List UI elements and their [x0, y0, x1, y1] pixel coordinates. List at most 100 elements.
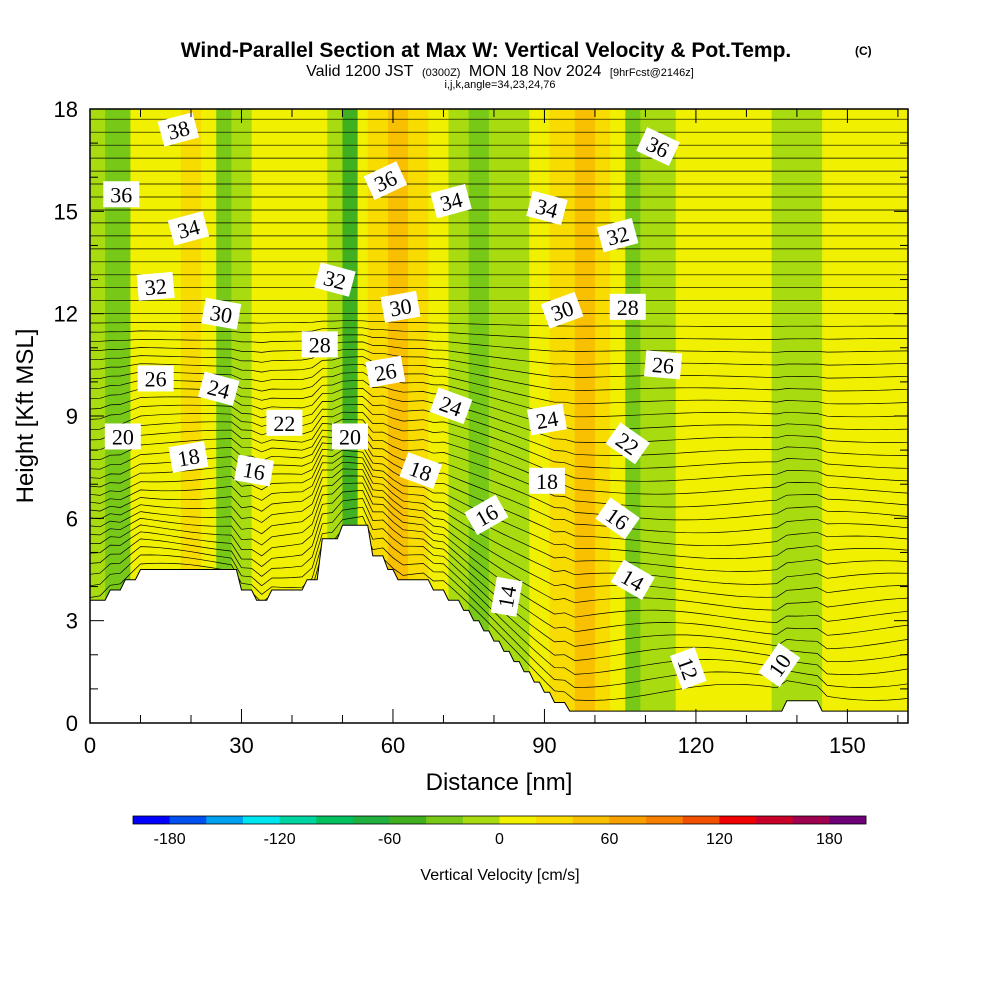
- w-band: [675, 109, 697, 723]
- colorbar-swatch: [242, 816, 280, 824]
- svg-text:18: 18: [176, 443, 202, 471]
- theta-label: 24: [526, 403, 567, 436]
- colorbar-swatch: [279, 816, 317, 824]
- valid-date: MON 18 Nov 2024: [469, 63, 602, 80]
- y-tick-label: 0: [66, 711, 78, 736]
- y-tick-label: 15: [54, 199, 78, 224]
- theta-contour-line: [90, 418, 908, 495]
- y-tick-label: 9: [66, 404, 78, 429]
- theta-label: 32: [596, 217, 639, 253]
- colorbar-swatch: [316, 816, 354, 824]
- w-band: [847, 109, 874, 723]
- x-tick-label: 60: [381, 733, 405, 758]
- theta-contour-line: [90, 327, 908, 340]
- w-band: [574, 109, 596, 723]
- colorbar-swatch: [829, 816, 867, 824]
- colorbar-swatch: [609, 816, 647, 824]
- colorbar-swatch: [646, 816, 684, 824]
- colorbar-swatch: [206, 816, 244, 824]
- colorbar-tick-label: -180: [154, 831, 186, 848]
- theta-label: 26: [644, 350, 683, 380]
- theta-label: 32: [136, 271, 175, 301]
- colorbar-swatch: [352, 816, 390, 824]
- svg-text:22: 22: [273, 411, 295, 436]
- colorbar-swatch: [133, 816, 170, 824]
- valid-time-line: Valid 1200 JST (0300Z) MON 18 Nov 2024 […: [306, 63, 694, 80]
- svg-text:32: 32: [144, 273, 168, 300]
- theta-contour-line: [90, 461, 908, 585]
- w-band: [746, 109, 773, 723]
- theta-contour-line: [90, 455, 908, 572]
- theta-contour-line: [90, 356, 908, 392]
- colorbar-swatch: [499, 816, 537, 824]
- theta-label: 16: [234, 454, 275, 487]
- colorbar-tick-label: -120: [264, 831, 296, 848]
- theta-label: 22: [266, 409, 303, 436]
- x-tick-label: 120: [678, 733, 715, 758]
- colorbar-swatch: [719, 816, 757, 824]
- theta-contour-line: [90, 334, 908, 353]
- theta-label: 24: [429, 387, 473, 425]
- colorbar-tick-label: -60: [378, 831, 401, 848]
- theta-label: 18: [399, 452, 443, 489]
- theta-contour-line: [90, 425, 908, 508]
- theta-label: 18: [168, 441, 209, 473]
- theta-contour-line: [90, 396, 908, 456]
- theta-label: 30: [201, 297, 242, 330]
- theta-label: 28: [301, 331, 338, 358]
- w-band: [640, 109, 657, 723]
- x-axis: 0 30 60 90 120 150: [84, 109, 899, 758]
- theta-contour-line: [90, 348, 908, 379]
- y-tick-label: 6: [66, 506, 78, 531]
- theta-contour-line: [90, 363, 908, 405]
- x-tick-label: 30: [229, 733, 253, 758]
- colorbar-swatch: [426, 816, 464, 824]
- theta-label: 32: [314, 262, 356, 297]
- w-band: [428, 109, 450, 723]
- x-tick-label: 0: [84, 733, 96, 758]
- colorbar-tick-label: 0: [495, 831, 504, 848]
- w-band: [357, 109, 369, 723]
- valid-zulu: (0300Z): [422, 67, 461, 79]
- valid-prefix: Valid 1200 JST: [306, 63, 414, 80]
- svg-text:36: 36: [110, 182, 132, 207]
- x-axis-label: Distance [nm]: [426, 769, 573, 796]
- svg-text:28: 28: [309, 332, 331, 357]
- theta-contour-line: [90, 404, 908, 469]
- chart-title: Wind-Parallel Section at Max W: Vertical…: [181, 39, 792, 62]
- svg-text:30: 30: [208, 300, 234, 328]
- colorbar-swatch: [536, 816, 574, 824]
- theta-label: 34: [167, 211, 210, 246]
- theta-label: 20: [104, 423, 141, 450]
- w-band: [625, 109, 641, 723]
- w-band: [594, 109, 611, 723]
- theta-contour-line: [90, 468, 908, 598]
- w-band: [796, 109, 823, 723]
- colorbar-swatch: [682, 816, 720, 824]
- theta-label: 38: [157, 112, 200, 147]
- theta-contour-line: [90, 431, 908, 521]
- colorbar: -180 -120 -60 0 60 120 180: [132, 815, 867, 848]
- colorbar-tick-label: 120: [706, 831, 733, 848]
- y-axis: 0 36 9 12 15 18: [54, 97, 908, 736]
- theta-label: 34: [430, 183, 472, 219]
- copyright-mark: (C): [855, 44, 872, 58]
- theta-contour-line: [90, 341, 908, 366]
- svg-text:16: 16: [241, 457, 267, 485]
- svg-text:30: 30: [388, 293, 414, 321]
- svg-text:26: 26: [145, 366, 167, 391]
- svg-text:20: 20: [339, 424, 361, 449]
- theta-label: 34: [526, 190, 568, 226]
- forecast-info: [9hrFcst@2146z]: [610, 67, 694, 79]
- theta-label: 30: [380, 290, 421, 323]
- svg-text:24: 24: [534, 406, 560, 434]
- theta-label: 20: [332, 423, 369, 450]
- theta-label: 26: [365, 355, 406, 388]
- theta-label: 12: [669, 647, 707, 690]
- svg-text:18: 18: [536, 469, 558, 494]
- svg-text:28: 28: [617, 295, 639, 320]
- theta-label: 28: [609, 293, 646, 320]
- svg-text:26: 26: [651, 352, 675, 379]
